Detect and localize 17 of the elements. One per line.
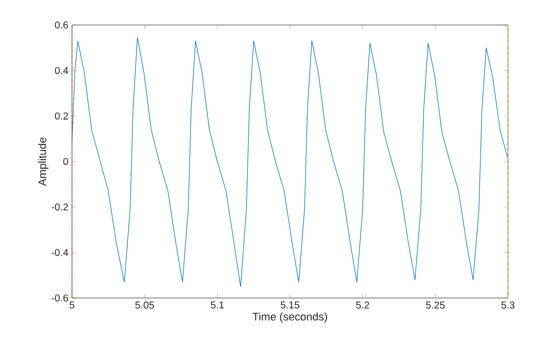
y-tick-label: -0.4 [52,248,68,256]
x-tick-label: 5 [70,302,74,308]
y-tick-label: 0.6 [54,21,68,29]
x-tick-label: 5.1 [210,302,224,308]
x-tick-label: 5.15 [280,302,300,308]
y-axis-title: Amplitude [38,138,48,186]
y-tick-label: -0.2 [52,203,68,211]
y-tick-label: -0.6 [52,294,68,302]
x-tick-label: 5.2 [356,302,370,309]
x-tick-label: 5.25 [426,302,445,309]
line-series [72,37,508,287]
x-axis-title: Time (seconds) [252,312,327,323]
x-tick-label: 5.3 [501,302,515,309]
y-tick-label: 0.4 [54,66,68,74]
y-tick-label: 0 [63,158,68,166]
y-tick-label: 0.2 [54,112,68,120]
x-tick-label: 5.05 [135,302,154,309]
